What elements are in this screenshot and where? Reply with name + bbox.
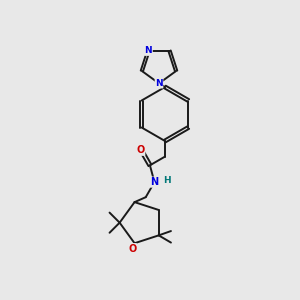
Text: N: N (155, 79, 163, 88)
Text: H: H (163, 176, 171, 185)
Text: N: N (145, 46, 152, 55)
Text: O: O (128, 244, 136, 254)
Text: O: O (136, 145, 145, 155)
Text: N: N (150, 177, 158, 187)
